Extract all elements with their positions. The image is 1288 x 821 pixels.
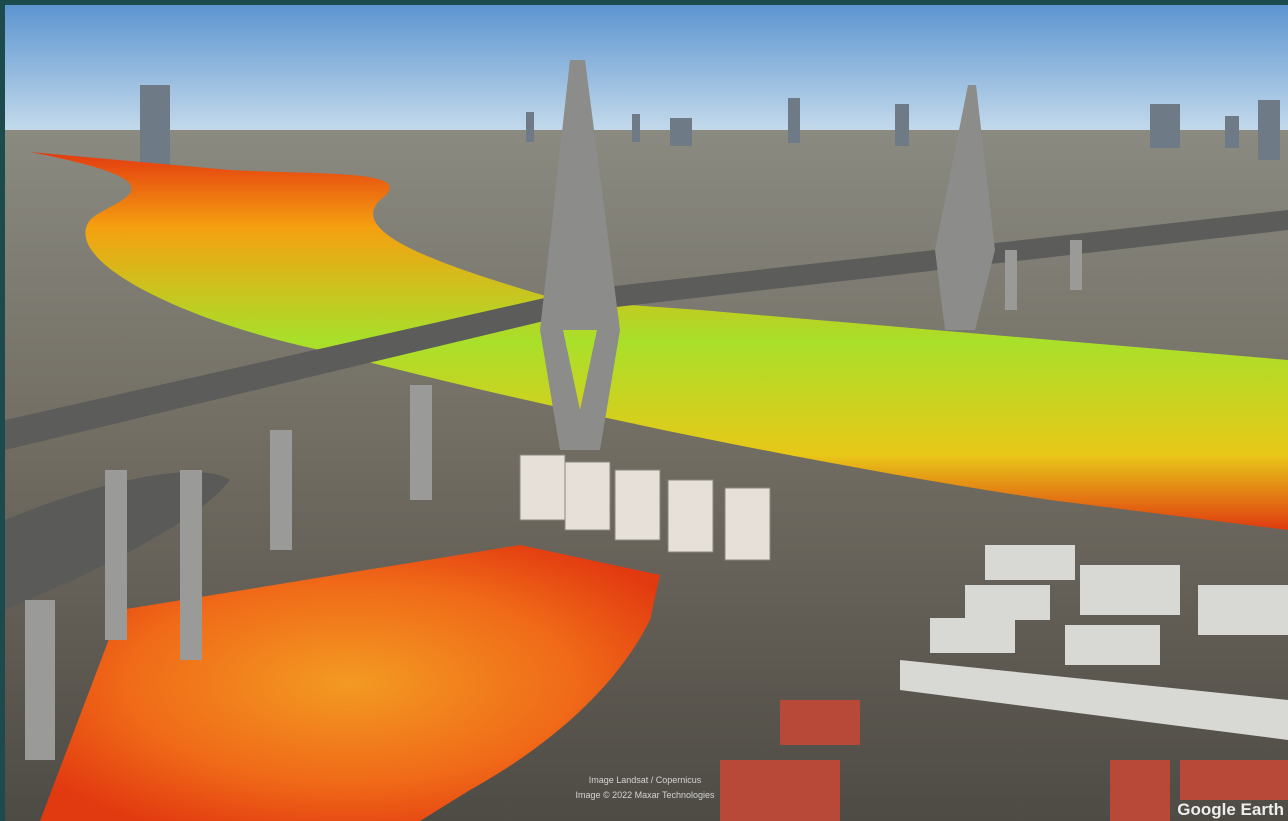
roofs — [900, 545, 1288, 740]
attribution: Image © 2022 Maxar Technologies — [575, 790, 715, 800]
towers — [519, 454, 771, 561]
skyline — [140, 85, 1280, 165]
red-roofs — [720, 700, 1288, 821]
river-heatmap — [30, 152, 1288, 530]
sky — [5, 5, 1288, 135]
watermark: Google Earth — [1177, 800, 1284, 819]
piers — [25, 240, 1082, 760]
pylon — [540, 60, 620, 450]
attribution: Image Landsat / Copernicus — [589, 775, 702, 785]
bridge-deck — [5, 210, 1288, 450]
pylon — [935, 85, 995, 330]
